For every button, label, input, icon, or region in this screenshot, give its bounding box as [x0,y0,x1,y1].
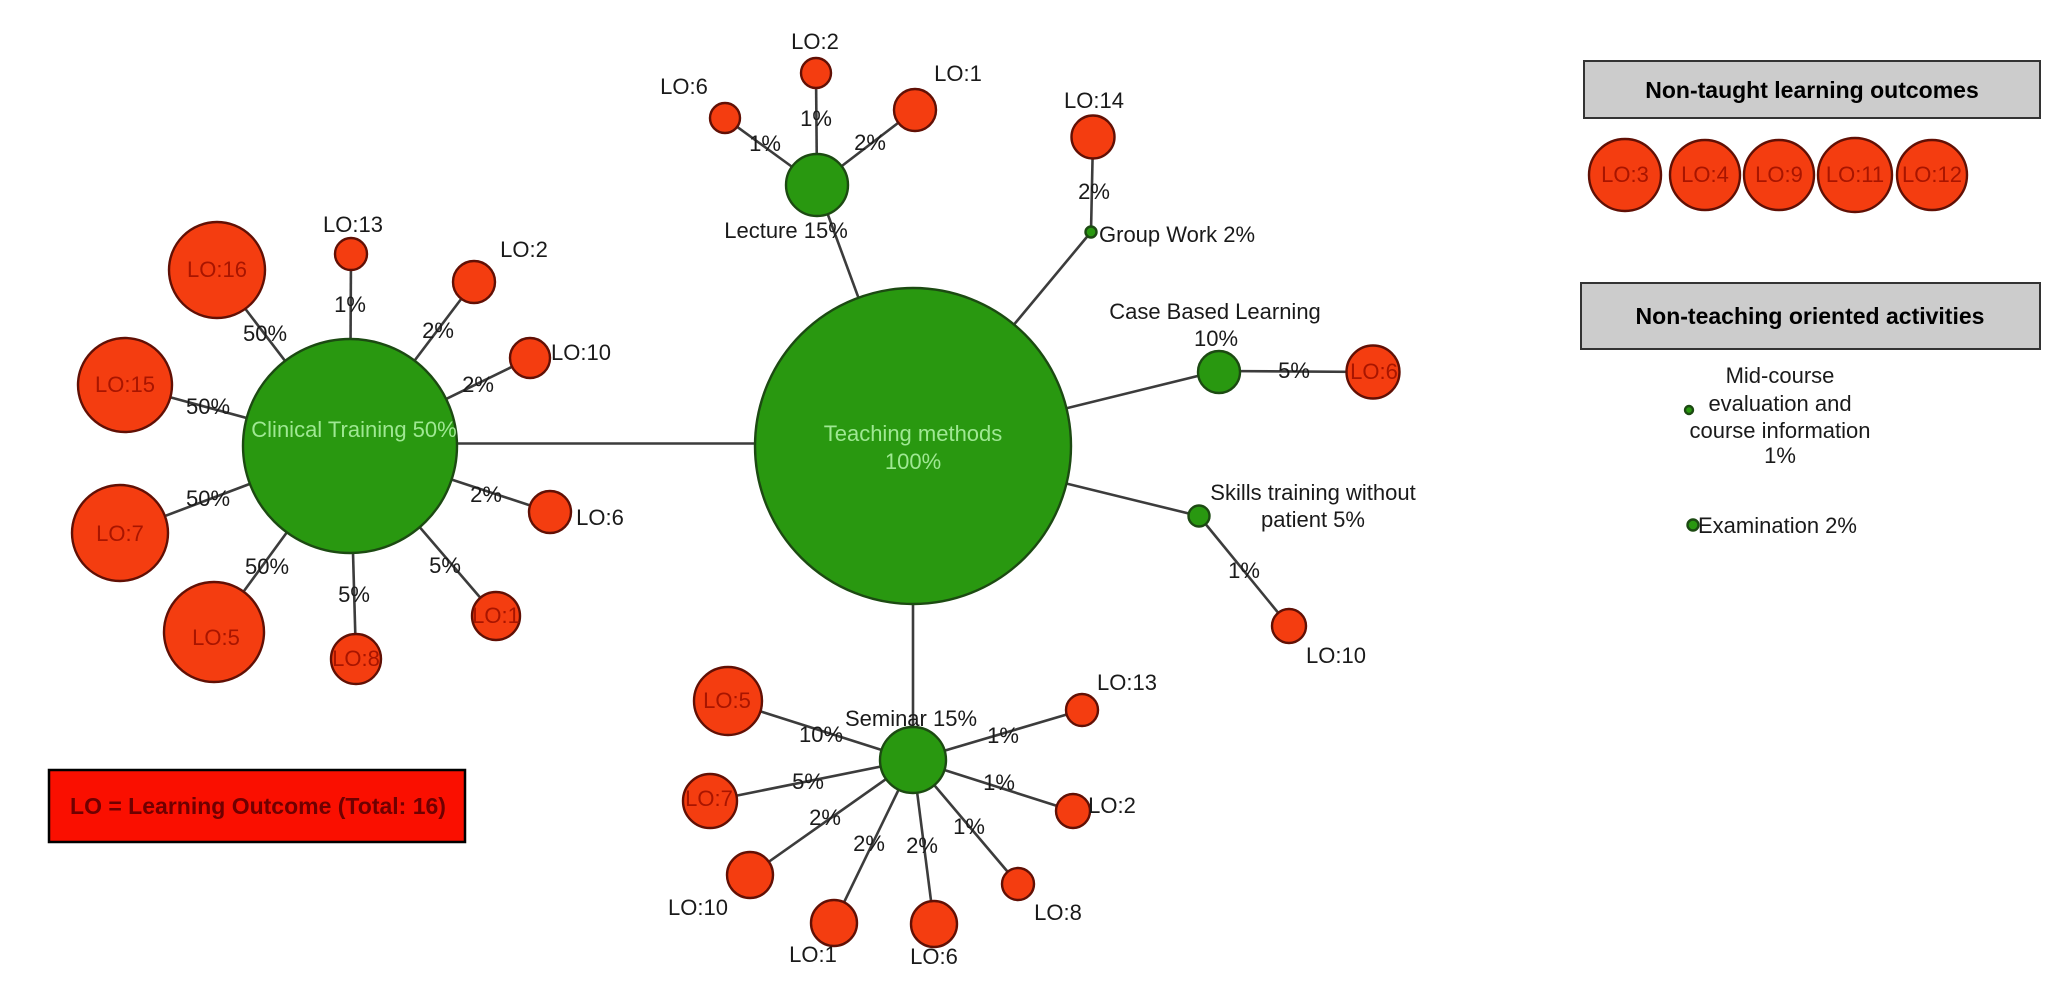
svg-text:LO:6: LO:6 [660,74,708,99]
svg-text:LO:14: LO:14 [1064,88,1124,113]
svg-text:Lecture 15%: Lecture 15% [724,218,848,243]
svg-text:5%: 5% [1278,358,1310,383]
svg-text:50%: 50% [186,486,230,511]
svg-text:LO:13: LO:13 [1097,670,1157,695]
svg-text:LO:8: LO:8 [1034,900,1082,925]
svg-text:10%: 10% [799,722,843,747]
svg-text:5%: 5% [338,582,370,607]
svg-text:2%: 2% [906,833,938,858]
svg-text:2%: 2% [854,130,886,155]
svg-text:LO:5: LO:5 [703,688,751,713]
svg-text:LO:12: LO:12 [1902,162,1962,187]
svg-text:LO:6: LO:6 [910,944,958,969]
svg-text:Seminar 15%: Seminar 15% [845,706,977,731]
svg-text:1%: 1% [1228,558,1260,583]
svg-text:1%: 1% [987,723,1019,748]
svg-text:LO:4: LO:4 [1681,162,1729,187]
svg-text:50%: 50% [243,321,287,346]
svg-text:LO:3: LO:3 [1601,162,1649,187]
svg-text:LO:10: LO:10 [668,895,728,920]
svg-text:evaluation and: evaluation and [1708,391,1851,416]
svg-text:LO:6: LO:6 [1350,359,1398,384]
svg-text:LO:9: LO:9 [1755,162,1803,187]
svg-text:LO:1: LO:1 [472,603,520,628]
svg-text:LO:7: LO:7 [96,521,144,546]
svg-text:2%: 2% [853,831,885,856]
svg-text:LO:10: LO:10 [1306,643,1366,668]
svg-text:LO:7: LO:7 [685,786,733,811]
svg-text:LO:6: LO:6 [576,505,624,530]
svg-text:50%: 50% [245,554,289,579]
svg-text:LO:10: LO:10 [551,340,611,365]
svg-text:Examination 2%: Examination 2% [1698,513,1857,538]
svg-text:50%: 50% [186,394,230,419]
svg-text:10%: 10% [1194,326,1238,351]
svg-text:LO:8: LO:8 [332,646,380,671]
svg-text:course information: course information [1690,418,1871,443]
svg-text:Group Work 2%: Group Work 2% [1099,222,1255,247]
svg-text:Mid-course: Mid-course [1726,363,1835,388]
svg-text:Non-teaching oriented activiti: Non-teaching oriented activities [1636,303,1985,329]
svg-text:LO:1: LO:1 [789,942,837,967]
svg-text:LO:16: LO:16 [187,257,247,282]
svg-text:LO:15: LO:15 [95,372,155,397]
svg-text:Skills training without: Skills training without [1210,480,1415,505]
svg-text:LO = Learning Outcome (Total:: LO = Learning Outcome (Total: 16) [70,793,446,819]
svg-text:2%: 2% [470,482,502,507]
svg-text:1%: 1% [800,106,832,131]
svg-text:LO:2: LO:2 [1088,793,1136,818]
svg-text:1%: 1% [1764,443,1796,468]
svg-text:Clinical Training 50%: Clinical Training 50% [251,417,456,442]
svg-text:Teaching methods: Teaching methods [824,421,1003,446]
svg-text:Non-taught learning outcomes: Non-taught learning outcomes [1645,77,1979,103]
svg-text:LO:1: LO:1 [934,61,982,86]
svg-text:5%: 5% [792,769,824,794]
svg-text:2%: 2% [1078,179,1110,204]
svg-text:2%: 2% [462,372,494,397]
svg-text:LO:5: LO:5 [192,625,240,650]
svg-text:2%: 2% [422,318,454,343]
svg-text:patient 5%: patient 5% [1261,507,1365,532]
svg-text:LO:11: LO:11 [1826,162,1884,187]
svg-text:2%: 2% [809,805,841,830]
svg-text:LO:13: LO:13 [323,212,383,237]
svg-text:LO:2: LO:2 [791,29,839,54]
svg-text:LO:2: LO:2 [500,237,548,262]
svg-text:Case Based Learning: Case Based Learning [1109,299,1321,324]
svg-text:1%: 1% [983,770,1015,795]
svg-text:1%: 1% [749,131,781,156]
svg-text:1%: 1% [953,814,985,839]
svg-text:100%: 100% [885,449,941,474]
svg-text:5%: 5% [429,553,461,578]
svg-text:1%: 1% [334,292,366,317]
